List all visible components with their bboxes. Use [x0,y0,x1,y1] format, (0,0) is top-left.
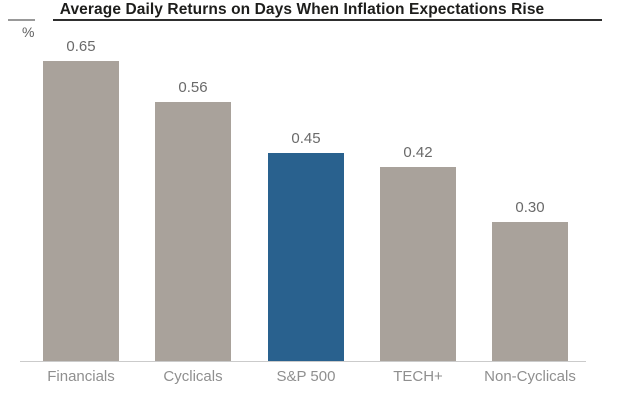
y-axis-unit-label: % [22,24,35,40]
bar-value-label: 0.56 [178,79,208,96]
bar-value-label: 0.42 [403,144,433,161]
category-label: Cyclicals [163,368,223,385]
bar-value-label: 0.65 [66,38,96,55]
category-label: Financials [47,368,115,385]
bar-non-cyclicals [492,222,568,361]
category-label: S&P 500 [276,368,336,385]
bar-value-label: 0.45 [291,130,321,147]
bar-tech [380,167,456,361]
chart-title: Average Daily Returns on Days When Infla… [59,1,545,18]
bar-cyclicals [155,102,231,361]
category-label: Non-Cyclicals [484,368,576,385]
bar-value-label: 0.30 [515,199,545,216]
x-axis-line [20,361,586,362]
bar-s-p-500 [268,153,344,361]
category-label: TECH+ [393,368,443,385]
axis-top-tick-line [8,19,35,21]
title-underline [53,19,602,21]
bar-financials [43,61,119,361]
